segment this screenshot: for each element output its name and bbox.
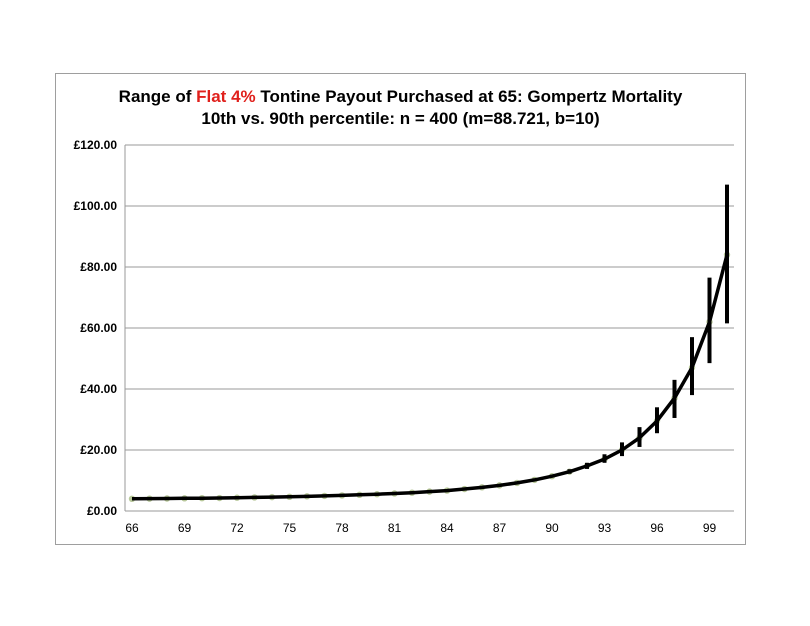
x-tick-label: 66	[125, 521, 139, 535]
y-tick-label: £60.00	[80, 321, 117, 335]
x-tick-label: 72	[230, 521, 244, 535]
series-line	[131, 254, 729, 501]
chart-title: Range of Flat 4% Tontine Payout Purchase…	[56, 86, 745, 130]
plot-area: £0.00 £20.00 £40.00 £60.00 £80.00 £100.00 £120…	[74, 138, 734, 535]
y-tick-label: £0.00	[87, 504, 117, 518]
x-tick-label: 99	[703, 521, 717, 535]
chart-title-highlight: Flat 4%	[196, 87, 256, 106]
x-tick-label: 84	[440, 521, 454, 535]
x-tick-label: 81	[388, 521, 402, 535]
y-tick-label: £20.00	[80, 443, 117, 457]
y-tick-label: £40.00	[80, 382, 117, 396]
x-tick-label: 75	[283, 521, 297, 535]
chart-title-line: Range of Flat 4% Tontine Payout Purchase…	[56, 86, 745, 108]
x-tick-label: 90	[545, 521, 559, 535]
y-tick-label: £80.00	[80, 260, 117, 274]
chart-frame: Range of Flat 4% Tontine Payout Purchase…	[55, 73, 746, 545]
x-tick-label: 69	[178, 521, 192, 535]
chart-subtitle: 10th vs. 90th percentile: n = 400 (m=88.…	[201, 109, 600, 128]
x-tick-label: 93	[598, 521, 612, 535]
x-tick-label: 78	[335, 521, 349, 535]
x-tick-label: 87	[493, 521, 507, 535]
x-tick-label: 96	[650, 521, 664, 535]
y-tick-label: £100.00	[74, 199, 118, 213]
chart-title-part-3: Tontine Payout Purchased at 65: Gompertz…	[255, 87, 683, 106]
chart-title-part-1: Range of	[118, 87, 197, 106]
y-tick-label: £120.00	[74, 138, 118, 152]
